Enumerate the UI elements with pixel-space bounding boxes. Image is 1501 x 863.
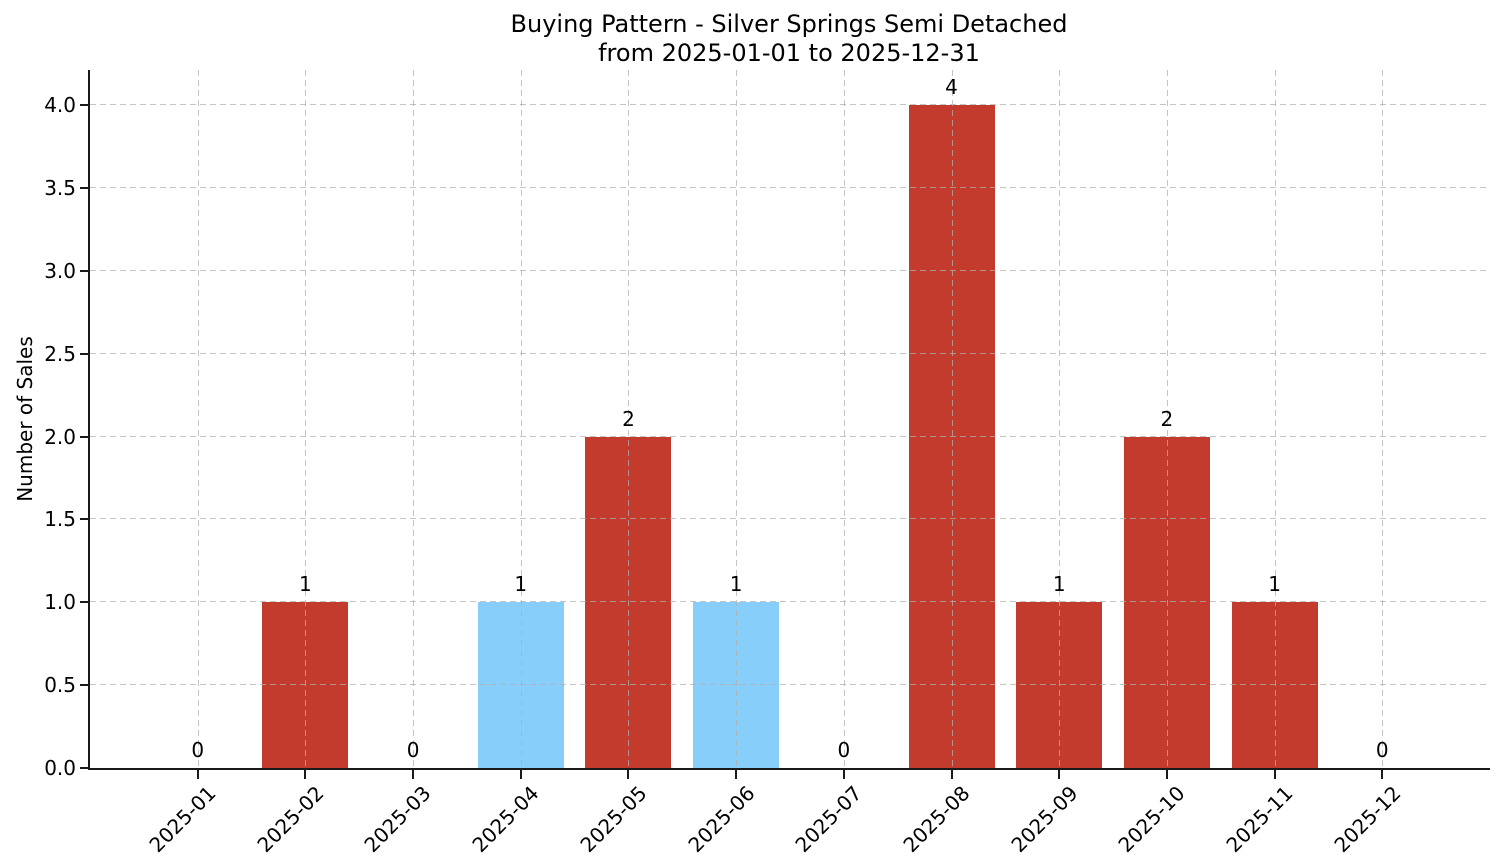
x-tick-label-text-2025-11: 2025-11 — [1221, 781, 1298, 858]
x-tick-mark-2025-07 — [842, 770, 845, 779]
bar-value-label-2025-02: 1 — [299, 572, 312, 597]
x-tick-mark-2025-08 — [950, 770, 953, 779]
x-tick-mark-2025-02 — [304, 770, 307, 779]
x-tick-label-text-2025-02: 2025-02 — [252, 781, 329, 858]
x-tick-label-text-2025-03: 2025-03 — [359, 781, 437, 858]
x-tick-label-text-2025-07: 2025-07 — [790, 781, 867, 858]
v-gridline-2025-10 — [1166, 70, 1168, 768]
bar-value-label-2025-04: 1 — [514, 572, 528, 597]
bar-value-label-2025-05: 2 — [622, 406, 635, 431]
x-tick-label-text-2025-09: 2025-09 — [1006, 781, 1083, 858]
x-tick-mark-2025-12 — [1381, 770, 1384, 779]
chart-title-block: Buying Pattern - Silver Springs Semi Det… — [88, 10, 1490, 68]
bar-value-label-2025-03: 0 — [406, 738, 420, 762]
x-tick-label-text-2025-01: 2025-01 — [144, 781, 221, 858]
y-tick-label-3.0: 3.0 — [44, 258, 76, 283]
y-tick-mark-3.0 — [80, 269, 88, 272]
x-tick-label-text-2025-08: 2025-08 — [898, 781, 975, 858]
chart-title: Buying Pattern - Silver Springs Semi Det… — [510, 10, 1068, 38]
x-tick-label-text-2025-04: 2025-04 — [467, 781, 544, 858]
v-gridline-2025-04 — [520, 70, 522, 768]
y-tick-mark-1.5 — [80, 518, 88, 521]
y-axis-label: Number of Sales — [13, 336, 37, 502]
v-gridline-2025-12 — [1382, 70, 1384, 768]
x-tick-mark-2025-10 — [1165, 770, 1168, 779]
y-tick-mark-3.5 — [80, 186, 88, 189]
v-gridline-2025-09 — [1059, 70, 1061, 768]
y-tick-mark-4.0 — [80, 104, 88, 106]
v-gridline-2025-07 — [843, 70, 845, 768]
bar-value-label-2025-01: 0 — [191, 738, 205, 762]
y-tick-label-2.0: 2.0 — [44, 424, 76, 449]
x-tick-mark-2025-03 — [412, 770, 415, 779]
h-gridline-3.5 — [90, 186, 1490, 188]
v-gridline-2025-06 — [736, 70, 738, 768]
bar-value-label-2025-12: 0 — [1375, 738, 1389, 762]
y-tick-mark-0.5 — [80, 684, 88, 687]
v-gridline-2025-01 — [197, 70, 199, 768]
v-gridline-2025-11 — [1274, 70, 1276, 768]
h-gridline-2 — [90, 435, 1490, 437]
h-gridline-0.5 — [90, 684, 1490, 686]
bar-value-label-2025-09: 1 — [1052, 572, 1066, 597]
plot-area: 0 1 0 1 2 1 0 4 1 2 1 0 — [88, 70, 1490, 770]
h-gridline-3 — [90, 269, 1490, 271]
x-tick-label-text-2025-10: 2025-10 — [1113, 781, 1190, 858]
x-tick-label-text-2025-06: 2025-06 — [683, 781, 760, 858]
x-tick-mark-2025-11 — [1273, 770, 1276, 779]
h-gridline-4 — [90, 104, 1490, 105]
y-tick-label-2.5: 2.5 — [44, 341, 76, 366]
x-tick-mark-2025-04 — [519, 770, 522, 779]
y-tick-mark-2.5 — [80, 352, 88, 355]
x-tick-label-text-2025-05: 2025-05 — [575, 781, 652, 858]
y-tick-label-0.5: 0.5 — [44, 673, 76, 698]
bar-value-label-2025-11: 1 — [1268, 572, 1281, 597]
bar-value-label-2025-06: 1 — [729, 572, 743, 597]
bar-value-label-2025-10: 2 — [1160, 406, 1174, 431]
chart-subtitle: from 2025-01-01 to 2025-12-31 — [598, 39, 980, 67]
v-gridline-2025-03 — [413, 70, 415, 768]
x-tick-mark-2025-01 — [196, 770, 199, 779]
y-tick-label-3.5: 3.5 — [44, 175, 76, 200]
bar-value-label-2025-08: 4 — [945, 75, 958, 99]
v-gridline-2025-02 — [305, 70, 307, 768]
y-tick-label-1.5: 1.5 — [44, 507, 76, 532]
y-tick-label-4.0: 4.0 — [44, 93, 76, 117]
v-gridline-2025-05 — [628, 70, 630, 768]
x-tick-mark-2025-06 — [735, 770, 738, 779]
y-tick-label-1.0: 1.0 — [44, 590, 76, 615]
v-gridline-2025-08 — [951, 70, 953, 768]
y-tick-mark-2.0 — [80, 435, 88, 438]
h-gridline-1.5 — [90, 518, 1490, 520]
bar-value-label-2025-07: 0 — [837, 738, 851, 762]
h-gridline-1 — [90, 601, 1490, 603]
h-gridline-2.5 — [90, 352, 1490, 354]
x-tick-label-text-2025-12: 2025-12 — [1329, 781, 1406, 858]
x-tick-mark-2025-05 — [627, 770, 630, 779]
x-tick-mark-2025-09 — [1058, 770, 1061, 779]
y-tick-mark-0.0 — [80, 767, 88, 769]
y-tick-label-0.0: 0.0 — [44, 756, 76, 780]
y-tick-mark-1.0 — [80, 601, 88, 604]
